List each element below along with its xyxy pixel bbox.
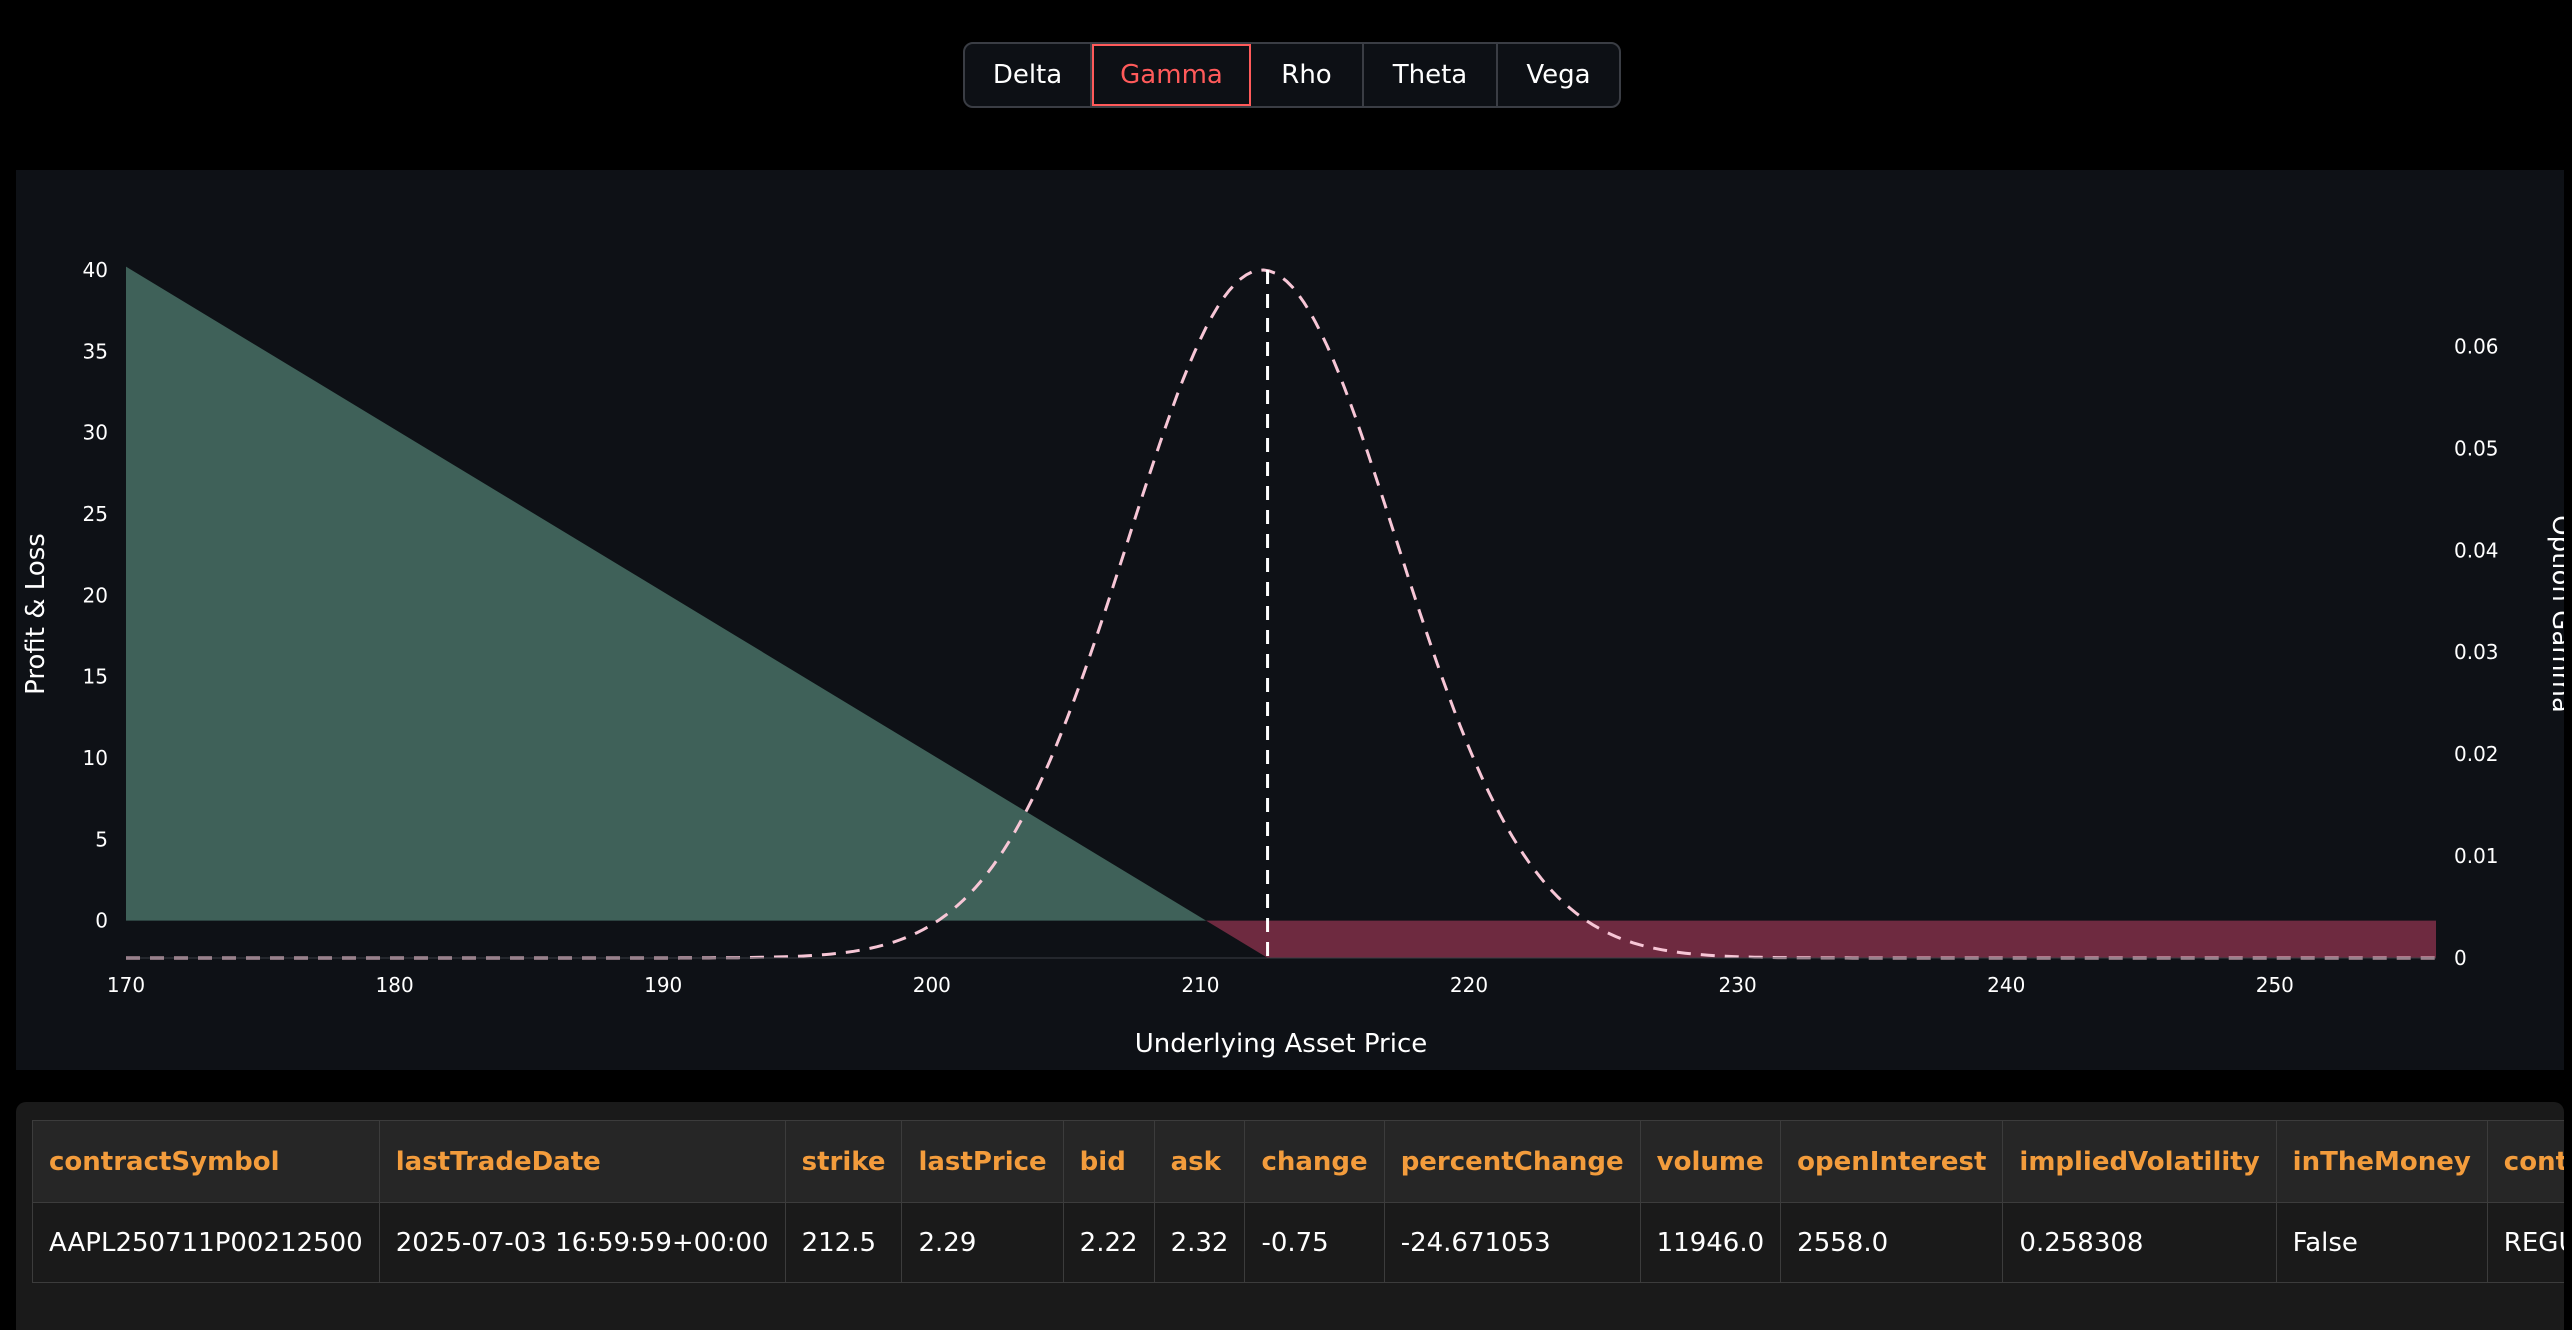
x-tick-label: 220 [1450,973,1488,997]
table-cell-volume: 11946.0 [1639,1202,1782,1283]
x-axis-title: Underlying Asset Price [1135,1029,1428,1059]
y-tick-label: 40 [83,258,108,282]
y-tick-label: 35 [83,339,108,363]
column-header-impliedVolatility[interactable]: impliedVolatility [2002,1120,2277,1203]
y-tick-label: 10 [83,746,108,770]
column-header-percentChange[interactable]: percentChange [1383,1120,1641,1203]
table-header-row: contractSymbol lastTradeDate strike lastPri… [32,1120,2564,1203]
x-tick-label: 180 [376,973,414,997]
pnl-gamma-chart: 170 180 190 200 210 220 230 240 250 0 5 10 15 20 25 30… [21,258,2564,1059]
y-tick-label: 15 [83,665,108,689]
table-cell-bid: 2.22 [1062,1202,1155,1283]
tab-gamma[interactable]: Gamma [1092,44,1251,106]
tab-vega[interactable]: Vega [1526,60,1591,90]
y2-tick-label: 0.05 [2454,436,2499,460]
column-header-contractSymbol[interactable]: contractSymbol [32,1120,380,1203]
greek-tabs: Delta Gamma Rho Theta Vega [963,42,1621,108]
table-body: AAPL250711P00212500 2025-07-03 16:59:59+0… [32,1202,2564,1283]
options-table-container: contractSymbol lastTradeDate strike lastPri… [16,1102,2564,1330]
table-cell-contractSize: REGULAR [2486,1202,2564,1283]
table-cell-ask: 2.32 [1153,1202,1246,1283]
column-header-openInterest[interactable]: openInterest [1780,1120,2004,1203]
x-tick-label: 240 [1987,973,2025,997]
x-tick-label: 200 [913,973,951,997]
x-axis-ticks: 170 180 190 200 210 220 230 240 250 [107,973,2294,997]
table-cell-inTheMoney: False [2275,1202,2488,1283]
table-cell-percentChange: -24.671053 [1383,1202,1641,1283]
y2-axis-title: Option Gamma [2546,515,2564,713]
pnl-areas [126,266,2436,958]
y2-axis-ticks: 0 0.01 0.02 0.03 0.04 0.05 0.06 [2454,334,2499,970]
column-header-lastPrice[interactable]: lastPrice [901,1120,1064,1203]
table-cell-contractSymbol: AAPL250711P00212500 [32,1202,380,1283]
column-header-volume[interactable]: volume [1639,1120,1782,1203]
column-header-inTheMoney[interactable]: inTheMoney [2275,1120,2488,1203]
tab-delta[interactable]: Delta [965,44,1092,106]
y-tick-label: 5 [95,827,108,851]
y2-tick-label: 0.03 [2454,640,2499,664]
tab-rho[interactable]: Rho [1251,44,1364,106]
x-tick-label: 210 [1181,973,1219,997]
column-header-lastTradeDate[interactable]: lastTradeDate [378,1120,786,1203]
column-header-contractSize[interactable]: contractSize [2486,1120,2564,1203]
table-cell-openInterest: 2558.0 [1780,1202,2004,1283]
chart-lines [126,268,2436,960]
y-axis-title: Profit & Loss [21,533,51,695]
x-tick-label: 250 [2256,973,2294,997]
y-tick-label: 0 [95,909,108,933]
y2-tick-label: 0.06 [2454,334,2499,358]
column-header-change[interactable]: change [1244,1120,1385,1203]
tab-theta[interactable]: Theta [1364,44,1498,106]
column-header-bid[interactable]: bid [1062,1120,1155,1203]
x-tick-label: 190 [644,973,682,997]
y2-tick-label: 0.01 [2454,844,2499,868]
y2-tick-label: 0 [2454,946,2467,970]
profit-area [126,266,1207,921]
x-tick-label: 170 [107,973,145,997]
y-axis-ticks: 0 5 10 15 20 25 30 35 40 [83,258,108,933]
table-cell-change: -0.75 [1244,1202,1385,1283]
x-tick-label: 230 [1719,973,1757,997]
options-table: contractSymbol lastTradeDate strike lastPri… [32,1120,2564,1283]
table-cell-impliedVolatility: 0.258308 [2002,1202,2277,1283]
table-row[interactable]: AAPL250711P00212500 2025-07-03 16:59:59+0… [32,1202,2564,1283]
y2-tick-label: 0.04 [2454,538,2499,562]
y-tick-label: 25 [83,502,108,526]
table-cell-strike: 212.5 [784,1202,903,1283]
chart-panel: 170 180 190 200 210 220 230 240 250 0 5 10 15 20 25 30… [16,170,2564,1070]
y-tick-label: 30 [83,421,108,445]
column-header-ask[interactable]: ask [1153,1120,1246,1203]
table-cell-lastPrice: 2.29 [901,1202,1064,1283]
column-header-strike[interactable]: strike [784,1120,903,1203]
loss-area [1206,920,2436,958]
table-cell-lastTradeDate: 2025-07-03 16:59:59+00:00 [378,1202,786,1283]
y2-tick-label: 0.02 [2454,742,2499,766]
y-tick-label: 20 [83,583,108,607]
